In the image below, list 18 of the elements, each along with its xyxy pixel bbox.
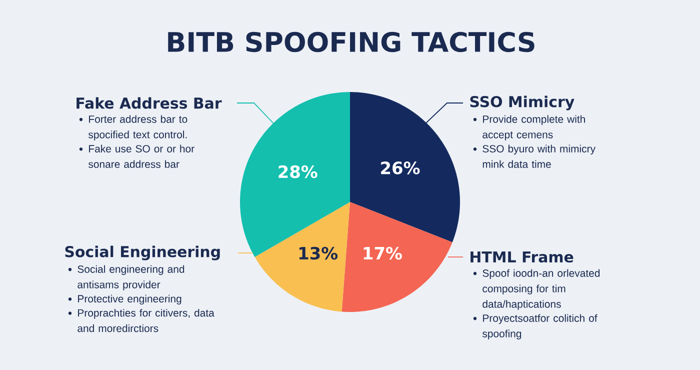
legend-label: Social Engineering <box>65 246 220 260</box>
slice-label: SSO Mimicry <box>470 96 574 110</box>
text: Fake use SO or or hor sonare address bar <box>88 144 194 168</box>
text: Protective engineering <box>78 294 182 305</box>
text: Proprachties for citivers, data and moredirctiors <box>78 308 214 332</box>
text: Social engineering and antisams provider <box>78 265 184 290</box>
chart-title: BITB SPOOFING TACTICS <box>168 32 534 52</box>
data-label: 28% <box>278 165 318 178</box>
text: Forter address bar to spocified text control. <box>88 115 188 140</box>
data-label: 17% <box>364 246 402 260</box>
text: SSO byuro with mimicry mink data time <box>482 144 596 168</box>
text: Provide complete with accept cemens <box>482 115 585 140</box>
slice-label: HTML Frame <box>470 251 574 263</box>
text: Proyectsoatfor colitich of spoofing <box>482 314 598 340</box>
data-label: 13% <box>299 246 338 260</box>
text: Spoof ioodn-an orlevated composing for tim data/haptications <box>482 269 600 310</box>
slice-label: Fake Address Bar <box>76 97 222 109</box>
data-label: 26% <box>381 162 420 174</box>
